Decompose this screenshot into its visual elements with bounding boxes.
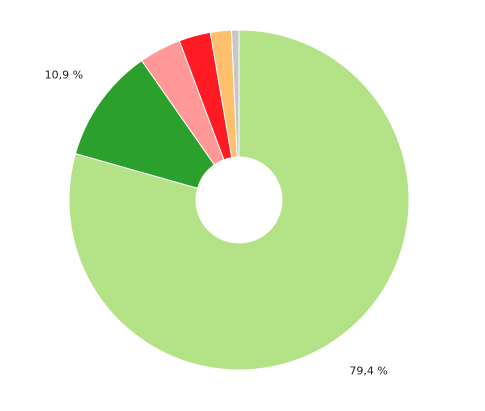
donut-slice	[74, 59, 216, 189]
slice-label: 10,9 %	[45, 68, 83, 81]
donut-slice	[68, 29, 410, 371]
donut-slice	[231, 29, 240, 158]
slice-label: 79,4 %	[349, 365, 387, 378]
